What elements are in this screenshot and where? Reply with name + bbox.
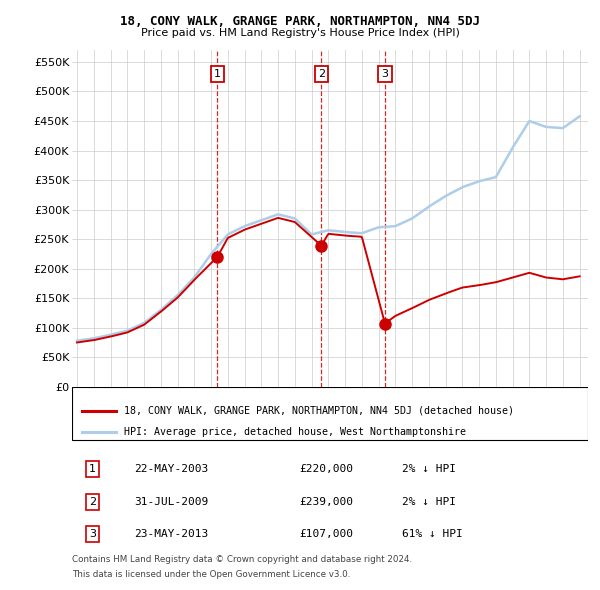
FancyBboxPatch shape xyxy=(72,387,588,440)
Text: 18, CONY WALK, GRANGE PARK, NORTHAMPTON, NN4 5DJ (detached house): 18, CONY WALK, GRANGE PARK, NORTHAMPTON,… xyxy=(124,406,514,416)
Text: 1: 1 xyxy=(214,69,221,79)
Text: £239,000: £239,000 xyxy=(299,497,353,507)
Text: 2% ↓ HPI: 2% ↓ HPI xyxy=(402,497,456,507)
Text: 2: 2 xyxy=(318,69,325,79)
Text: 61% ↓ HPI: 61% ↓ HPI xyxy=(402,529,463,539)
Text: HPI: Average price, detached house, West Northamptonshire: HPI: Average price, detached house, West… xyxy=(124,427,466,437)
Text: This data is licensed under the Open Government Licence v3.0.: This data is licensed under the Open Gov… xyxy=(72,570,350,579)
Text: Contains HM Land Registry data © Crown copyright and database right 2024.: Contains HM Land Registry data © Crown c… xyxy=(72,555,412,563)
Text: 2% ↓ HPI: 2% ↓ HPI xyxy=(402,464,456,474)
Text: 31-JUL-2009: 31-JUL-2009 xyxy=(134,497,208,507)
Text: 2: 2 xyxy=(89,497,96,507)
Text: 3: 3 xyxy=(89,529,96,539)
Text: 18, CONY WALK, GRANGE PARK, NORTHAMPTON, NN4 5DJ: 18, CONY WALK, GRANGE PARK, NORTHAMPTON,… xyxy=(120,15,480,28)
Text: £220,000: £220,000 xyxy=(299,464,353,474)
Text: Price paid vs. HM Land Registry's House Price Index (HPI): Price paid vs. HM Land Registry's House … xyxy=(140,28,460,38)
Text: 22-MAY-2003: 22-MAY-2003 xyxy=(134,464,208,474)
Text: 1: 1 xyxy=(89,464,96,474)
Text: 3: 3 xyxy=(382,69,388,79)
Text: £107,000: £107,000 xyxy=(299,529,353,539)
Text: 23-MAY-2013: 23-MAY-2013 xyxy=(134,529,208,539)
